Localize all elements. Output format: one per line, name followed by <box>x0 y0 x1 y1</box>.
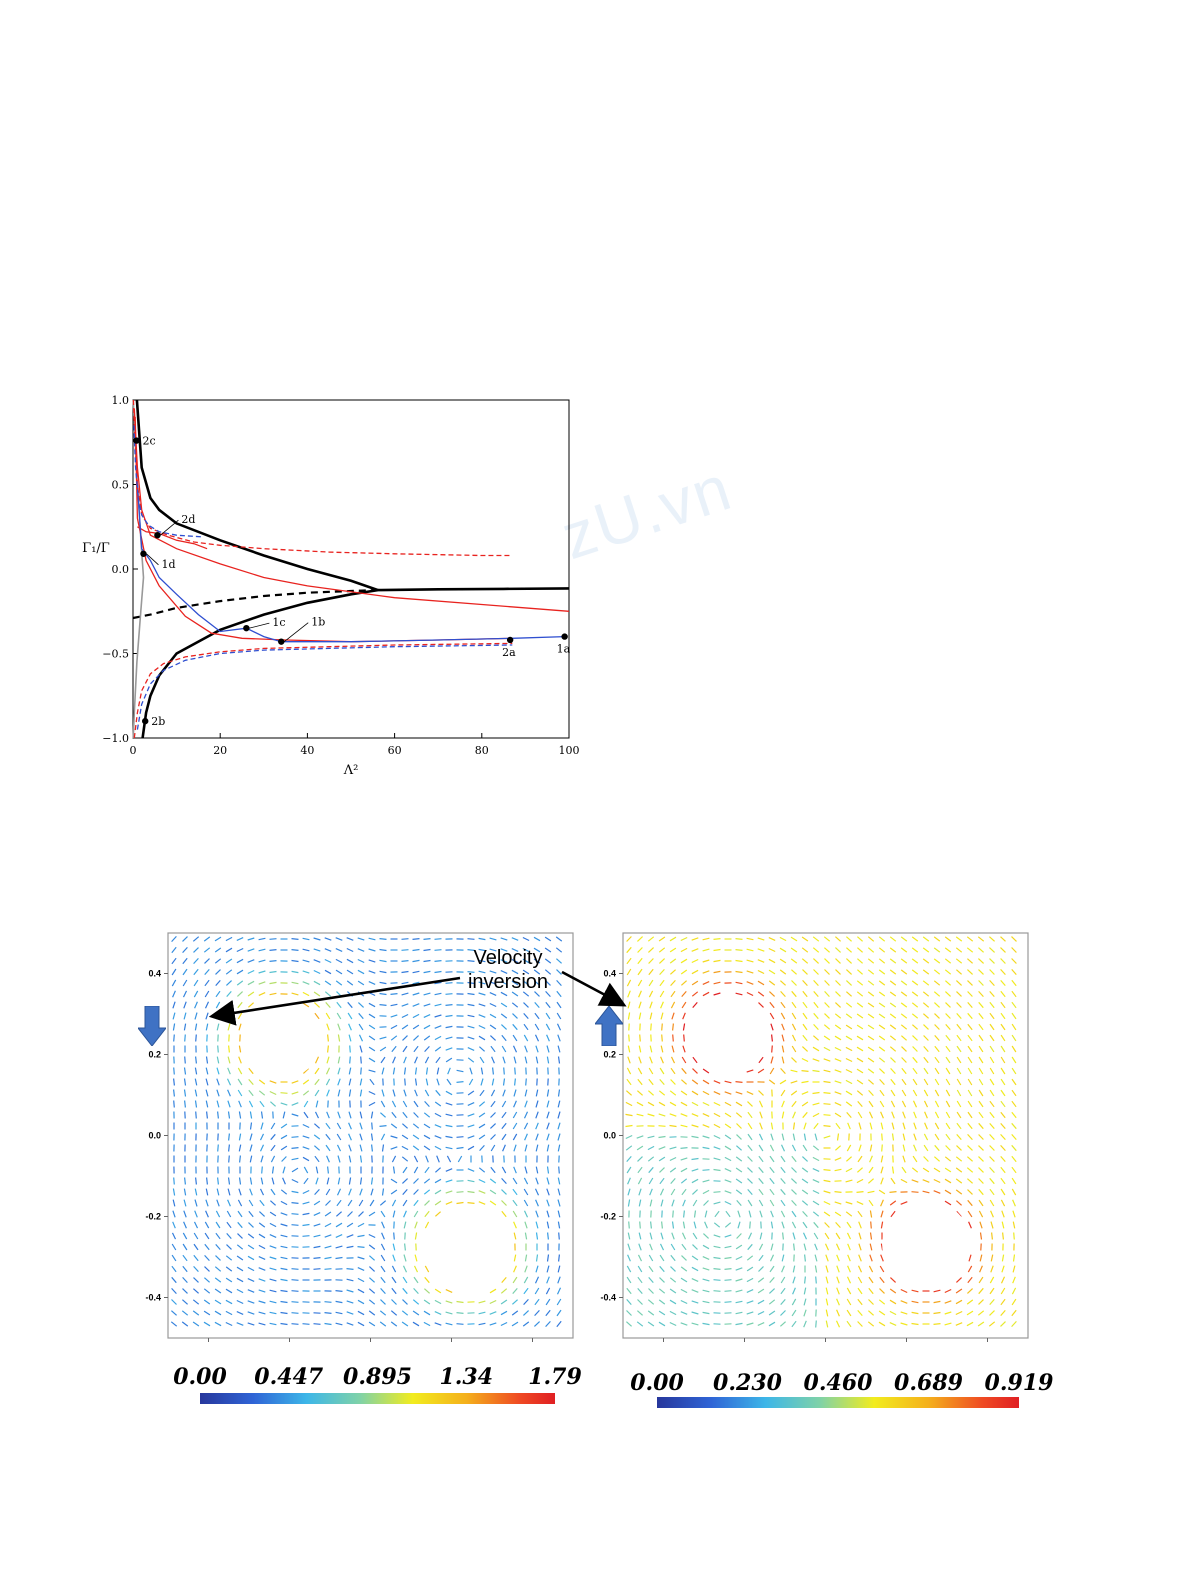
point-1b <box>278 638 285 645</box>
cylinder-obstacle <box>882 1200 972 1290</box>
cylinder-obstacle <box>423 1204 513 1294</box>
colorbar-tick-label: 0.00 <box>630 1370 684 1396</box>
point-label-1d: 1d <box>161 558 175 571</box>
x-tick-label: 0 <box>130 744 137 757</box>
colorbar-left-gradient <box>200 1393 555 1404</box>
y-tick-label: 0.5 <box>112 479 130 492</box>
point-label-2b: 2b <box>151 715 165 728</box>
point-1d <box>140 550 147 557</box>
colorbar-right-gradient <box>657 1397 1019 1408</box>
y-axis-label: Γ₁/Γ <box>82 541 110 556</box>
velocity-field-right: -0.4-0.20.00.20.40.40.20.0-0.2-0.4 <box>585 925 1040 1345</box>
point-leader-2d <box>160 519 179 536</box>
colorbar-tick-label: 1.34 <box>439 1364 494 1390</box>
colorbar-tick-label: 0.460 <box>803 1370 873 1396</box>
point-1c <box>243 624 250 632</box>
point-label-1b: 1b <box>311 616 325 629</box>
cylinder-obstacle <box>687 993 769 1075</box>
y-tick-label: -0.4 <box>600 1293 616 1303</box>
colorbar-tick-label: 0.919 <box>984 1370 1054 1396</box>
x-tick-label: 60 <box>388 744 402 757</box>
series-black-dashed-3 <box>132 589 379 620</box>
y-tick-label: −1.0 <box>102 732 129 745</box>
point-leader-1b <box>283 622 309 642</box>
colorbar-tick-label: 0.230 <box>713 1370 782 1396</box>
annotation-line-1: Velocity <box>473 947 543 969</box>
colorbar-tick-label: 0.895 <box>343 1364 412 1390</box>
arrow-up-icon <box>595 1006 623 1046</box>
colorbar-tick-label: 0.447 <box>254 1364 324 1390</box>
series-red-dashed-10 <box>133 642 513 739</box>
colorbar-right: 0.00 0.230 0.460 0.689 0.919 <box>630 1370 1053 1408</box>
point-label-2d: 2d <box>181 513 195 526</box>
point-label-1a: 1a <box>557 643 571 656</box>
y-tick-label: -0.4 <box>145 1293 161 1303</box>
series-blue-dashed-11 <box>133 425 203 538</box>
series-black-solid-1 <box>141 588 379 739</box>
annotation-line-2: inversion <box>467 971 549 993</box>
cylinder-obstacle <box>240 997 322 1079</box>
colorbar-left: 0.00 0.447 0.895 1.34 1.79 <box>173 1364 582 1404</box>
y-tick-label: 0.2 <box>148 1050 161 1060</box>
x-tick-label: 100 <box>559 744 580 757</box>
series-blue-dashed-12 <box>136 644 513 730</box>
velocity-vectors <box>625 936 1017 1328</box>
series-red-dashed-9 <box>132 399 513 557</box>
series-red-7 <box>137 526 208 550</box>
point-2d <box>154 532 161 539</box>
point-2c <box>133 437 140 444</box>
colorbar-tick-label: 1.79 <box>528 1364 582 1390</box>
y-tick-label: 1.0 <box>112 394 130 407</box>
velocity-vectors <box>170 935 563 1328</box>
point-2a <box>506 636 514 644</box>
point-2b <box>142 717 149 725</box>
y-tick-label: 0.0 <box>112 563 130 576</box>
point-leader-1d <box>146 553 159 566</box>
x-tick-label: 20 <box>213 744 227 757</box>
y-tick-label: 0.0 <box>148 1131 161 1141</box>
y-tick-label: 0.0 <box>603 1131 616 1141</box>
arrow-down-icon <box>138 1006 166 1046</box>
point-leader-1c <box>249 622 270 629</box>
series-red-5 <box>133 408 570 612</box>
bifurcation-chart: 0 20 40 60 80 100 1.0 0.5 0.0 −0.5 −1.0 Λ² Γ₁/Γ 2c 2d 1… <box>82 394 580 778</box>
y-tick-label: 0.4 <box>148 969 161 979</box>
colorbar-tick-label: 0.689 <box>894 1370 963 1396</box>
series-black-solid-0 <box>135 399 379 592</box>
series-black-solid-2 <box>377 587 570 592</box>
point-1a <box>561 633 568 640</box>
point-label-2a: 2a <box>502 646 516 659</box>
point-label-2c: 2c <box>142 435 155 448</box>
series-blue-8 <box>136 484 565 643</box>
x-tick-label: 80 <box>475 744 489 757</box>
y-tick-label: 0.4 <box>603 969 616 979</box>
point-label-1c: 1c <box>272 616 285 629</box>
velocity-inversion-annotation: Velocity inversion <box>448 946 568 994</box>
y-tick-label: −0.5 <box>102 648 129 661</box>
y-tick-label: 0.2 <box>603 1050 616 1060</box>
x-axis-label: Λ² <box>343 763 359 778</box>
plot-frame <box>132 399 570 739</box>
colorbar-tick-label: 0.00 <box>173 1364 227 1390</box>
y-tick-label: -0.2 <box>600 1212 616 1222</box>
y-tick-label: -0.2 <box>145 1212 161 1222</box>
x-tick-label: 40 <box>300 744 314 757</box>
